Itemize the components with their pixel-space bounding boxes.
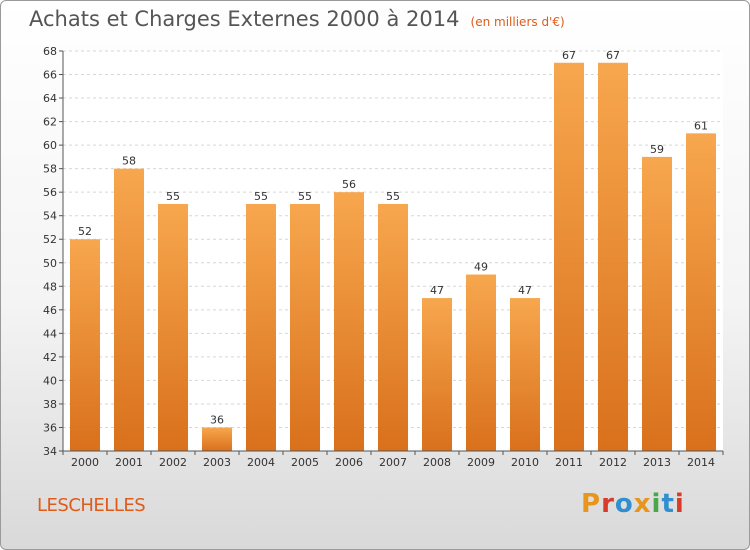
logo-letter: x — [633, 489, 652, 519]
data-label-2014: 61 — [694, 119, 708, 132]
commune-name: LESCHELLES — [37, 495, 146, 516]
y-tick-label: 52 — [43, 233, 57, 246]
data-label-2002: 55 — [166, 190, 180, 203]
data-label-2004: 55 — [254, 190, 268, 203]
bar-2003 — [202, 427, 232, 451]
y-tick-label: 34 — [43, 445, 57, 458]
axes — [62, 51, 723, 452]
bar-2005 — [290, 203, 320, 451]
data-label-2005: 55 — [298, 190, 312, 203]
bar-2006 — [334, 192, 364, 452]
x-tick-label: 2003 — [203, 456, 231, 469]
bar-2007 — [378, 203, 408, 451]
y-axis-ticks: 34 36 38 40 42 44 46 48 50 52 54 56 58 60 62 64 66 68 — [43, 45, 63, 458]
x-tick-label: 2011 — [555, 456, 583, 469]
y-tick-label: 42 — [43, 351, 57, 364]
data-label-2000: 52 — [78, 225, 92, 238]
logo-letter: o — [614, 489, 634, 519]
y-tick-label: 38 — [43, 398, 57, 411]
data-label-2008: 47 — [430, 284, 444, 297]
bar-2008 — [422, 298, 452, 451]
bar-2000 — [70, 239, 100, 451]
x-tick-label: 2005 — [291, 456, 319, 469]
chart-subtitle: (en milliers d'€) — [470, 15, 565, 29]
y-tick-label: 66 — [43, 69, 57, 82]
x-tick-label: 2013 — [643, 456, 671, 469]
y-tick-label: 46 — [43, 304, 57, 317]
bar-2009 — [466, 274, 496, 451]
logo-letter: t — [661, 489, 675, 519]
x-tick-label: 2010 — [511, 456, 539, 469]
data-labels: 52 58 55 36 55 55 56 55 47 49 47 67 67 59 61 — [78, 49, 708, 427]
bar-2001 — [114, 168, 144, 451]
x-axis-ticks: 2000 2001 2002 2003 2004 2005 2006 2007 2008 2009… — [62, 451, 724, 469]
data-label-2007: 55 — [386, 190, 400, 203]
bar-2011 — [554, 62, 584, 451]
y-tick-label: 54 — [43, 210, 57, 223]
data-label-2003: 36 — [210, 413, 224, 426]
x-tick-label: 2007 — [379, 456, 407, 469]
proxiti-logo: Proxiti — [581, 489, 685, 519]
bar-2014 — [686, 133, 716, 451]
bar-2004 — [246, 203, 276, 451]
logo-letter: i — [674, 489, 685, 519]
bar-2012 — [598, 62, 628, 451]
x-tick-label: 2006 — [335, 456, 363, 469]
x-tick-label: 2004 — [247, 456, 275, 469]
x-tick-label: 2002 — [159, 456, 187, 469]
data-label-2013: 59 — [650, 143, 664, 156]
x-tick-label: 2009 — [467, 456, 495, 469]
x-tick-label: 2008 — [423, 456, 451, 469]
y-tick-label: 44 — [43, 327, 57, 340]
bars — [70, 62, 716, 452]
y-tick-label: 50 — [43, 257, 57, 270]
y-tick-label: 36 — [43, 421, 57, 434]
y-tick-label: 48 — [43, 280, 57, 293]
x-tick-label: 2000 — [71, 456, 99, 469]
y-tick-label: 56 — [43, 186, 57, 199]
bar-2010 — [510, 298, 540, 451]
data-label-2011: 67 — [562, 49, 576, 62]
bar-2013 — [642, 156, 672, 451]
x-tick-label: 2014 — [687, 456, 715, 469]
y-tick-label: 40 — [43, 374, 57, 387]
bar-2002 — [158, 203, 188, 451]
logo-letter: r — [601, 489, 615, 519]
x-tick-label: 2001 — [115, 456, 143, 469]
y-tick-label: 60 — [43, 139, 57, 152]
data-label-2009: 49 — [474, 261, 488, 274]
y-tick-label: 58 — [43, 163, 57, 176]
data-label-2001: 58 — [122, 155, 136, 168]
y-tick-label: 62 — [43, 116, 57, 129]
y-tick-label: 68 — [43, 45, 57, 58]
data-label-2012: 67 — [606, 49, 620, 62]
logo-letter: i — [651, 489, 662, 519]
logo-letter: P — [581, 489, 602, 519]
data-label-2006: 56 — [342, 178, 356, 191]
data-label-2010: 47 — [518, 284, 532, 297]
x-tick-label: 2012 — [599, 456, 627, 469]
chart-title-block: Achats et Charges Externes 2000 à 2014 (… — [29, 7, 565, 31]
y-tick-label: 64 — [43, 92, 57, 105]
chart-title: Achats et Charges Externes 2000 à 2014 — [29, 7, 460, 31]
